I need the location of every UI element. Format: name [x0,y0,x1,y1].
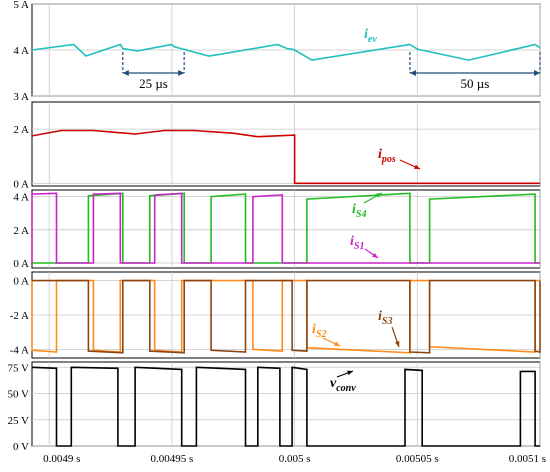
series-label-is2: iS2 [312,322,326,340]
y-tick-label: 25 V [8,415,30,427]
dim-25us-label: 25 µs [139,76,168,91]
y-tick-label: 4 A [13,45,29,57]
y-tick-label: 0 A [13,258,29,270]
panel-frame [31,189,541,269]
series-label-is4: iS4 [352,202,366,220]
series-label-iev: iev [364,27,377,45]
series-S4 [32,192,540,264]
y-tick-label: -4 A [10,344,29,356]
x-tick-label: 0.0049 s [43,453,80,465]
series-label-ipos: ipos [378,147,396,165]
x-tick-label: 0.005 s [279,453,311,465]
dim-50us-arrow-right [534,70,540,76]
panel-iS1_iS4: 4 A 2 A 0 A [13,189,541,270]
series-S1 [31,192,540,264]
x-axis-ticks: 0.0049 s 0.00495 s 0.005 s 0.00505 s 0.0051 … [43,453,546,465]
series-pos [31,129,540,185]
series-label-is3: iS3 [378,309,392,327]
y-tick-label: 5 A [13,0,29,11]
panel-iev: 5 A 4 A 3 A [13,0,541,103]
panel-frame [31,361,541,447]
arrow-is2-head [334,341,340,346]
panel-frame [31,101,541,187]
y-tick-label: -2 A [10,310,29,322]
arrow-vconv-head [347,370,353,376]
arrow-ipos-head [414,164,420,169]
y-tick-label: 0 A [13,178,29,190]
dim-25us-arrow-right [178,70,185,76]
dim-25us-arrow-left [122,70,129,76]
arrow-is1-head [372,252,378,258]
y-tick-label: 0 A [13,276,29,288]
dim-50us-label: 50 µs [461,76,490,91]
panel-ipos: 2 A 0 A [13,101,541,190]
y-tick-label: 50 V [8,389,30,401]
y-tick-label: 0 V [13,441,29,453]
x-tick-label: 0.00495 s [150,453,193,465]
series-label-is1: iS1 [350,234,364,252]
arrow-is4-head [376,193,382,198]
series-label-vconv: vconv [330,376,356,394]
panel-iS2_iS3: 0 A -2 A -4 A [10,271,541,359]
panel-vconv: 75 V 50 V 25 V 0 V [8,361,541,453]
series-ev [31,43,541,61]
series-S3 [32,279,541,354]
arrow-is3-head [394,341,400,347]
x-tick-label: 0.0051 s [509,453,546,465]
y-tick-label: 2 A [13,124,29,136]
series-conv [31,366,540,447]
dim-50us-arrow-left [409,70,416,76]
y-tick-label: 75 V [8,362,30,374]
chart-panels: 5 A 4 A 3 A 2 A 0 A 4 A 2 A 0 A 0 A -2 A -4 A 75 V 5… [8,0,541,453]
y-tick-label: 3 A [13,91,29,103]
y-tick-label: 4 A [13,192,29,204]
y-tick-label: 2 A [13,225,29,237]
x-tick-label: 0.00505 s [396,453,439,465]
